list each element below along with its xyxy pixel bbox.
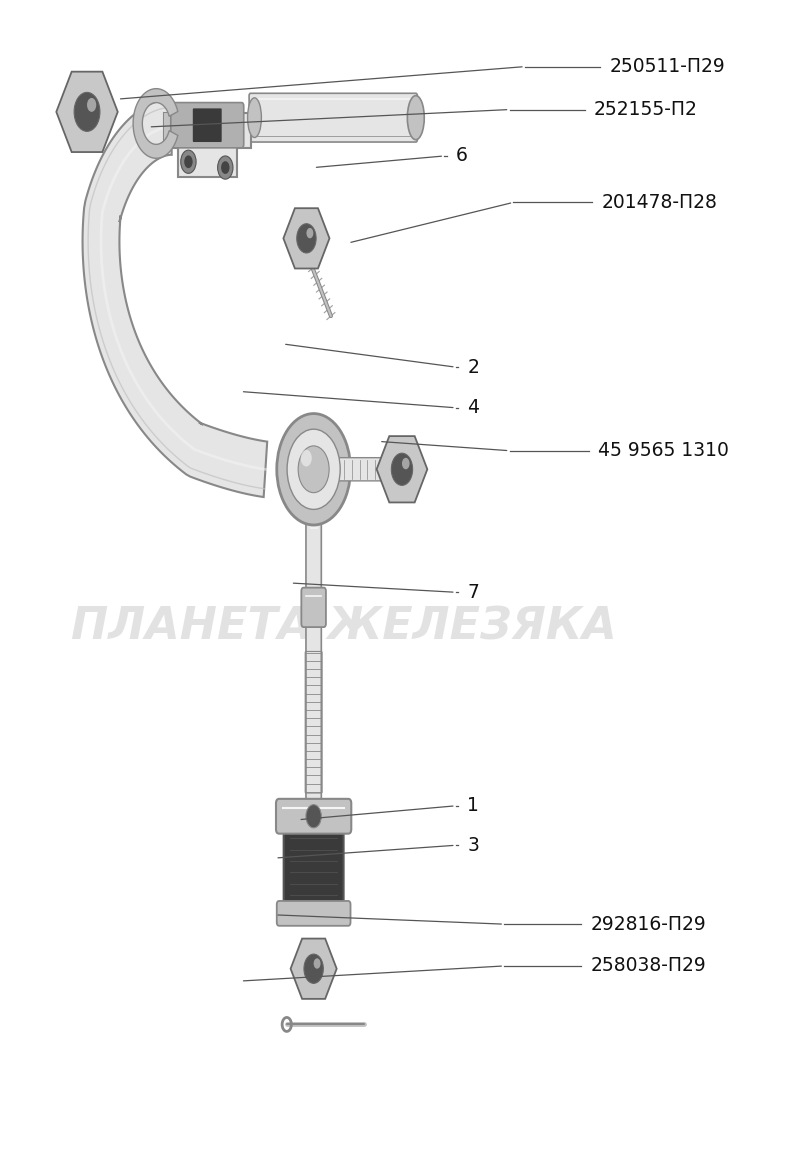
Polygon shape [290,939,337,999]
Text: 3: 3 [467,836,479,855]
Polygon shape [164,113,172,148]
Text: 6: 6 [456,147,468,166]
FancyBboxPatch shape [277,901,351,926]
FancyBboxPatch shape [249,93,418,142]
Circle shape [306,805,321,828]
Circle shape [221,161,229,174]
Circle shape [301,450,312,466]
Text: 1: 1 [467,796,479,815]
Circle shape [184,155,192,168]
FancyBboxPatch shape [276,799,351,834]
Circle shape [87,98,97,112]
Ellipse shape [247,98,261,138]
Circle shape [392,454,413,485]
Text: 45 9565 1310: 45 9565 1310 [598,441,728,461]
Text: 292816-П29: 292816-П29 [590,914,706,934]
Circle shape [298,445,329,493]
FancyBboxPatch shape [193,108,221,142]
Text: 250511-П29: 250511-П29 [609,57,725,76]
Text: 201478-П28: 201478-П28 [601,192,717,212]
Circle shape [297,224,316,253]
Circle shape [277,414,351,525]
Polygon shape [377,436,427,503]
FancyBboxPatch shape [301,588,326,627]
FancyBboxPatch shape [283,826,344,908]
Text: ПЛАНЕТА ЖЕЛЕЗЯКА: ПЛАНЕТА ЖЕЛЕЗЯКА [71,605,617,648]
Circle shape [217,156,233,180]
Circle shape [314,958,320,969]
Circle shape [402,458,410,469]
Circle shape [304,954,323,983]
Polygon shape [57,71,118,152]
Text: 252155-П2: 252155-П2 [594,100,698,119]
Text: 2: 2 [467,358,479,377]
FancyBboxPatch shape [171,103,243,148]
Circle shape [287,429,340,510]
Polygon shape [164,113,250,177]
Text: 258038-П29: 258038-П29 [590,956,706,976]
Text: 7: 7 [467,583,479,602]
Text: 4: 4 [467,399,480,417]
Polygon shape [283,209,330,268]
Circle shape [181,150,196,174]
Polygon shape [133,89,178,159]
FancyBboxPatch shape [306,522,321,806]
Circle shape [74,92,100,132]
Ellipse shape [407,96,424,140]
Polygon shape [82,99,267,497]
Circle shape [306,227,313,238]
FancyBboxPatch shape [305,458,400,480]
